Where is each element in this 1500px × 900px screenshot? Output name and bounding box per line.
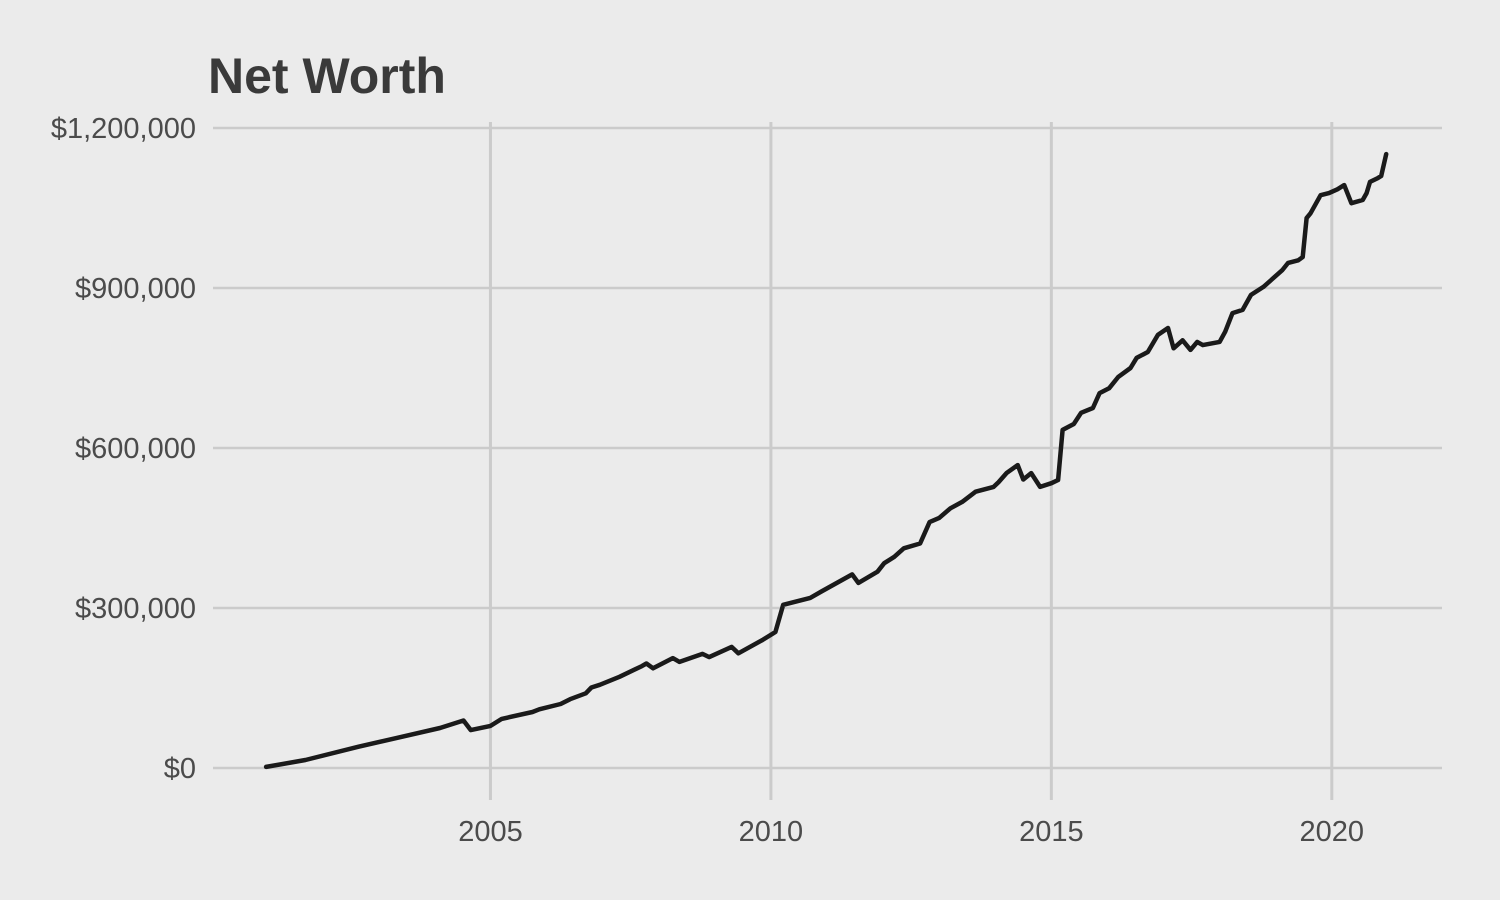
axis-label-layer: $0 $300,000 $600,000 $900,000 $1,200,000 2005… [51, 113, 1364, 848]
grid-layer [213, 122, 1442, 800]
x-tick-label: 2010 [739, 816, 804, 848]
x-tick-label: 2005 [458, 816, 523, 848]
y-tick-label: $900,000 [75, 273, 196, 305]
x-tick-label: 2015 [1019, 816, 1084, 848]
y-tick-label: $600,000 [75, 433, 196, 465]
x-tick-label: 2020 [1300, 816, 1365, 848]
net-worth-line [263, 151, 1389, 770]
y-tick-label: $300,000 [75, 593, 196, 625]
chart-title: Net Worth [208, 48, 446, 104]
y-tick-label: $1,200,000 [51, 113, 196, 145]
y-tick-label: $0 [164, 753, 196, 785]
